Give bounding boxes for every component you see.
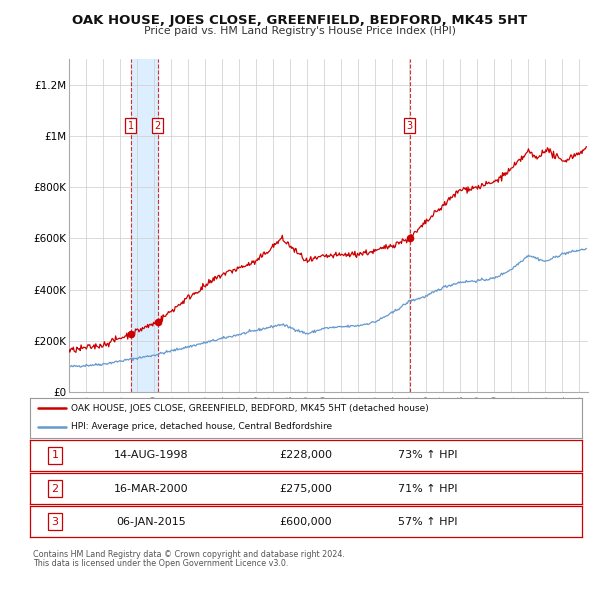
Text: This data is licensed under the Open Government Licence v3.0.: This data is licensed under the Open Gov… bbox=[33, 559, 289, 568]
Text: OAK HOUSE, JOES CLOSE, GREENFIELD, BEDFORD, MK45 5HT (detached house): OAK HOUSE, JOES CLOSE, GREENFIELD, BEDFO… bbox=[71, 404, 429, 413]
Text: £600,000: £600,000 bbox=[280, 517, 332, 526]
Text: 1: 1 bbox=[52, 451, 58, 460]
Text: 71% ↑ HPI: 71% ↑ HPI bbox=[398, 484, 457, 493]
Bar bbox=[131, 59, 158, 392]
Text: OAK HOUSE, JOES CLOSE, GREENFIELD, BEDFORD, MK45 5HT: OAK HOUSE, JOES CLOSE, GREENFIELD, BEDFO… bbox=[73, 14, 527, 27]
Text: 16-MAR-2000: 16-MAR-2000 bbox=[114, 484, 189, 493]
Text: 06-JAN-2015: 06-JAN-2015 bbox=[116, 517, 187, 526]
Text: 2: 2 bbox=[155, 121, 161, 130]
Text: HPI: Average price, detached house, Central Bedfordshire: HPI: Average price, detached house, Cent… bbox=[71, 422, 332, 431]
Text: £228,000: £228,000 bbox=[280, 451, 332, 460]
Text: Contains HM Land Registry data © Crown copyright and database right 2024.: Contains HM Land Registry data © Crown c… bbox=[33, 550, 345, 559]
Text: 14-AUG-1998: 14-AUG-1998 bbox=[114, 451, 189, 460]
Text: Price paid vs. HM Land Registry's House Price Index (HPI): Price paid vs. HM Land Registry's House … bbox=[144, 26, 456, 36]
Text: 3: 3 bbox=[52, 517, 58, 526]
Text: £275,000: £275,000 bbox=[280, 484, 332, 493]
Text: 1: 1 bbox=[128, 121, 134, 130]
Text: 2: 2 bbox=[51, 484, 58, 493]
Text: 3: 3 bbox=[407, 121, 413, 130]
Text: 73% ↑ HPI: 73% ↑ HPI bbox=[398, 451, 457, 460]
Text: 57% ↑ HPI: 57% ↑ HPI bbox=[398, 517, 457, 526]
